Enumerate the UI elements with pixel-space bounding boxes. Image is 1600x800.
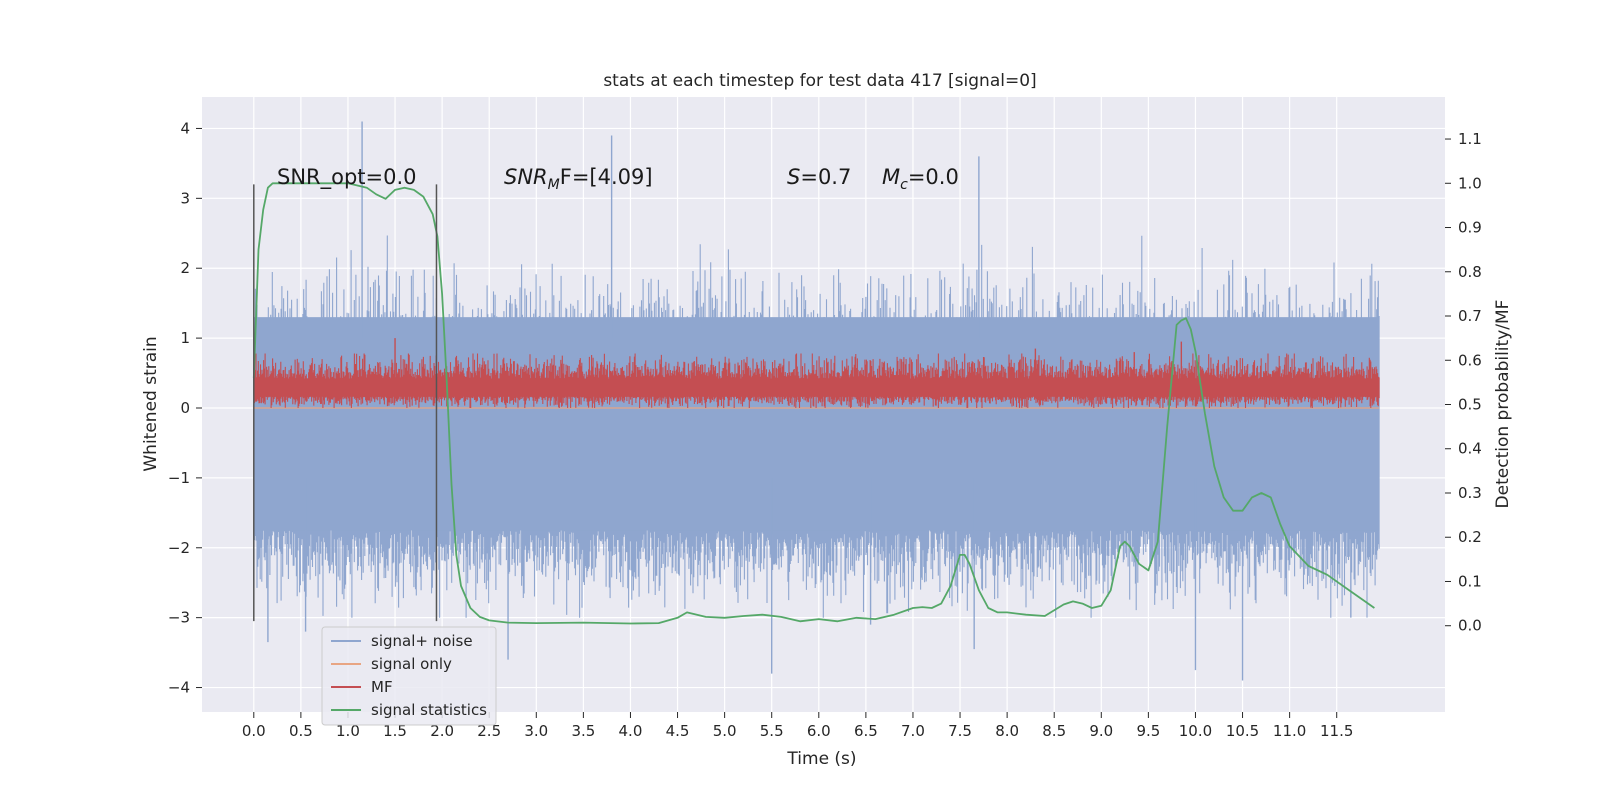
snr-mf-main: SNR <box>504 165 548 189</box>
x-tick-label: 7.0 <box>901 722 925 740</box>
y-tick-label: −1 <box>168 469 190 487</box>
x-tick-label: 6.0 <box>807 722 831 740</box>
y2-tick-label: 1.1 <box>1458 130 1482 148</box>
x-tick-label: 5.5 <box>760 722 784 740</box>
x-axis-label: Time (s) <box>786 749 856 769</box>
s-annotation: S=0.7 <box>787 165 851 189</box>
x-tick-label: 4.5 <box>666 722 690 740</box>
legend-label-signal-only: signal only <box>371 655 452 673</box>
x-tick-label: 3.0 <box>524 722 548 740</box>
x-tick-label: 9.5 <box>1136 722 1160 740</box>
x-tick-label: 2.0 <box>430 722 454 740</box>
x-axis-ticks: 0.0 0.5 1.0 1.5 2.0 2.5 3.0 3.5 4.0 4.5 5.0 5.5 6.0 6… <box>242 712 1353 740</box>
x-tick-label: 0.0 <box>242 722 266 740</box>
x-tick-label: 7.5 <box>948 722 972 740</box>
chart-title: stats at each timestep for test data 417… <box>603 71 1036 91</box>
y-tick-label: 0 <box>180 399 190 417</box>
mf-series <box>253 338 1380 408</box>
x-tick-label: 5.0 <box>713 722 737 740</box>
snr-mf-sub: M <box>548 177 560 193</box>
x-tick-label: 10.0 <box>1179 722 1212 740</box>
marker-lines <box>253 184 438 622</box>
y2-tick-label: 0.9 <box>1458 219 1482 237</box>
x-tick-label: 10.5 <box>1226 722 1259 740</box>
x-tick-label: 8.0 <box>995 722 1019 740</box>
signal-noise-series <box>253 121 1380 681</box>
x-tick-label: 11.5 <box>1320 722 1353 740</box>
y2-axis-label: Detection probability/MF <box>1493 300 1513 509</box>
y2-tick-label: 0.2 <box>1458 528 1482 546</box>
x-tick-label: 4.0 <box>619 722 643 740</box>
legend-label-signal-noise: signal+ noise <box>371 632 473 650</box>
y-axis-label: Whitened strain <box>141 336 161 471</box>
mc-sub: c <box>900 177 908 193</box>
y2-tick-label: 0.7 <box>1458 307 1482 325</box>
signal-noise-core <box>253 317 1380 531</box>
x-tick-label: 1.0 <box>336 722 360 740</box>
y-tick-label: −4 <box>168 679 190 697</box>
x-tick-label: 6.5 <box>854 722 878 740</box>
legend: signal+ noise signal only MF signal stat… <box>321 626 497 726</box>
legend-box <box>321 626 497 726</box>
mc-main: M <box>882 165 900 189</box>
mf-core <box>253 378 1380 397</box>
y-tick-label: 4 <box>180 119 190 137</box>
x-tick-label: 2.5 <box>477 722 501 740</box>
x-tick-label: 8.5 <box>1042 722 1066 740</box>
y-tick-label: −3 <box>168 609 190 627</box>
y-tick-label: 2 <box>180 259 190 277</box>
x-tick-label: 0.5 <box>289 722 313 740</box>
signal-statistics-line <box>252 182 1375 625</box>
y2-tick-label: 0.6 <box>1458 351 1482 369</box>
y2-axis-ticks: 1.1 1.0 0.9 0.8 0.7 0.6 0.5 0.4 0.3 0.2 0.1 0.0 <box>1445 130 1482 635</box>
x-tick-label: 9.0 <box>1089 722 1113 740</box>
y2-tick-label: 1.0 <box>1458 174 1482 192</box>
y-tick-label: 1 <box>180 329 190 347</box>
signal-statistics-series <box>252 182 1375 625</box>
snr-mf-annotation: SNRMF=[4.09] <box>504 165 653 193</box>
legend-label-mf: MF <box>371 678 393 696</box>
x-tick-label: 3.5 <box>571 722 595 740</box>
y2-tick-label: 0.5 <box>1458 396 1482 414</box>
x-tick-label: 1.5 <box>383 722 407 740</box>
y2-tick-label: 0.1 <box>1458 572 1482 590</box>
legend-label-signal-statistics: signal statistics <box>371 701 487 719</box>
y2-tick-label: 0.4 <box>1458 440 1482 458</box>
s-rest: =0.7 <box>800 165 851 189</box>
x-tick-label: 11.0 <box>1273 722 1306 740</box>
mc-annotation: Mc=0.0 <box>882 165 959 193</box>
y2-tick-label: 0.8 <box>1458 263 1482 281</box>
y-tick-label: 3 <box>180 189 190 207</box>
mc-rest: =0.0 <box>908 165 959 189</box>
s-main: S <box>787 165 800 189</box>
y-axis-ticks: 4 3 2 1 0 −1 −2 −3 −4 <box>168 119 202 697</box>
y2-tick-label: 0.0 <box>1458 617 1482 635</box>
snr-opt-annotation: SNR_opt=0.0 <box>277 165 417 190</box>
snr-mf-rest: F=[4.09] <box>560 165 653 189</box>
y-tick-label: −2 <box>168 539 190 557</box>
y2-tick-label: 0.3 <box>1458 484 1482 502</box>
